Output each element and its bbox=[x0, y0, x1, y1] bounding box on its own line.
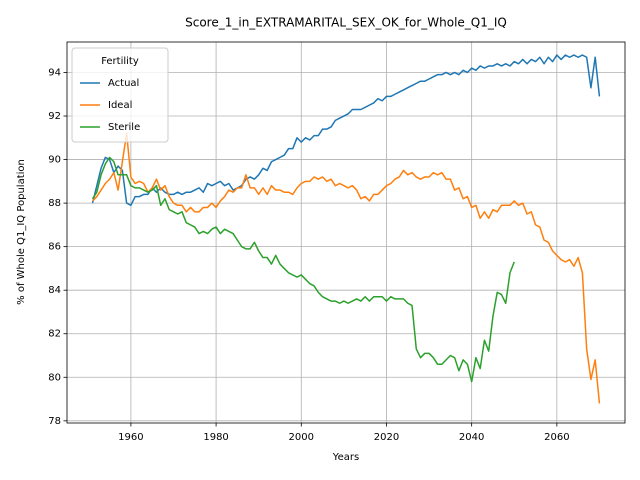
y-tick-label: 86 bbox=[48, 242, 61, 253]
y-axis-label: % of Whole Q1_IQ Population bbox=[16, 159, 27, 305]
legend: Fertility Actual Ideal Sterile bbox=[71, 47, 169, 143]
y-tick-label: 84 bbox=[48, 285, 61, 296]
legend-label: Actual bbox=[108, 78, 139, 89]
x-tick-label: 2060 bbox=[544, 432, 569, 443]
y-tick-label: 92 bbox=[48, 111, 61, 122]
data-line bbox=[91, 54, 601, 207]
data-line bbox=[91, 156, 515, 383]
x-tick-label: 2040 bbox=[459, 432, 484, 443]
x-axis-label: Years bbox=[332, 452, 359, 463]
x-tick-label: 1980 bbox=[203, 432, 228, 443]
legend-label: Ideal bbox=[108, 100, 132, 111]
data-line bbox=[92, 132, 601, 404]
y-tick-label: 80 bbox=[48, 372, 61, 383]
y-tick-label: 94 bbox=[48, 67, 61, 78]
x-tick-label: 1960 bbox=[118, 432, 143, 443]
legend-title: Fertility bbox=[101, 56, 139, 67]
y-tick-label: 88 bbox=[48, 198, 61, 209]
legend-box bbox=[71, 47, 169, 143]
plot-frame bbox=[66, 41, 626, 424]
x-tick-label: 2000 bbox=[289, 432, 314, 443]
legend-label: Sterile bbox=[108, 122, 140, 133]
y-tick-label: 78 bbox=[48, 416, 61, 427]
chart-title: Score_1_in_EXTRAMARITAL_SEX_OK_for_Whole… bbox=[185, 16, 507, 30]
y-tick-label: 90 bbox=[48, 155, 61, 166]
y-tick-label: 82 bbox=[48, 329, 61, 340]
x-tick-label: 2020 bbox=[374, 432, 399, 443]
